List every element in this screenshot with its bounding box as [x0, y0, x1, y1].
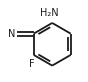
- Text: H₂N: H₂N: [40, 8, 59, 18]
- Text: F: F: [29, 59, 35, 69]
- Text: N: N: [7, 29, 15, 39]
